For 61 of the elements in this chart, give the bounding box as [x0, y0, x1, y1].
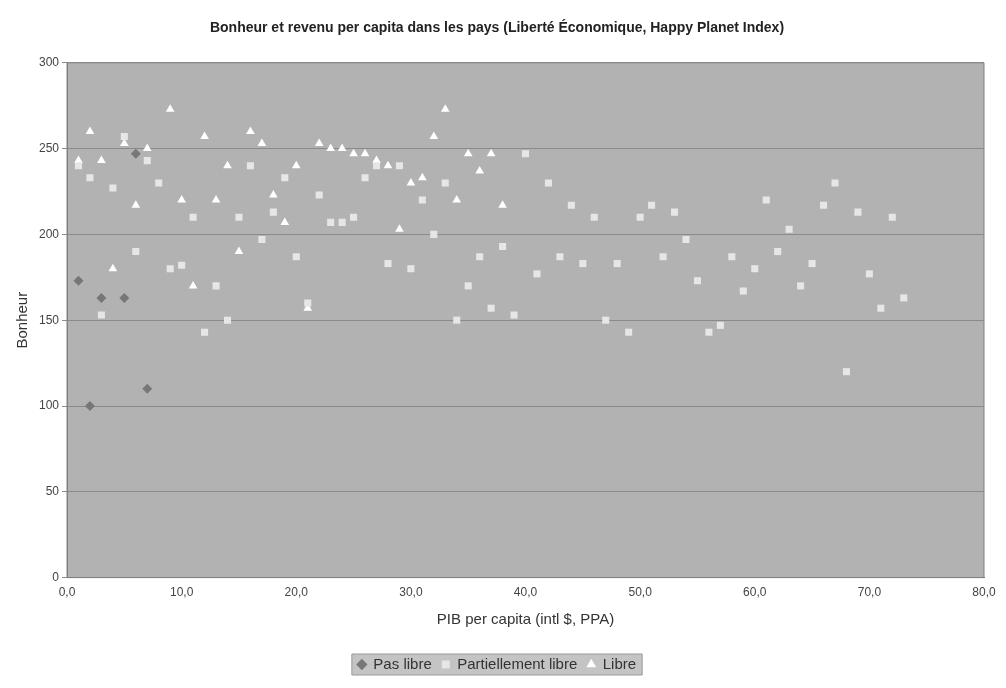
point [349, 148, 358, 157]
point [360, 148, 370, 157]
point [73, 275, 84, 286]
point [269, 189, 278, 198]
legend-label: Partiellement libre [457, 654, 578, 672]
chart-title: Bonheur et revenu per capita dans les pays (Liberté Économique, Happy Planet Index) [209, 19, 785, 36]
point [177, 195, 186, 203]
x-tick-label: 30,0 [399, 585, 423, 600]
point [337, 143, 347, 152]
y-axis-title: Bonheur [13, 291, 31, 349]
point [200, 131, 209, 140]
point [246, 126, 255, 134]
x-tick-label: 50,0 [628, 585, 653, 600]
x-tick-label: 40,0 [513, 585, 538, 600]
y-tick-label: 300 [38, 55, 60, 70]
point [142, 383, 153, 394]
point [314, 138, 324, 146]
point [188, 280, 198, 289]
y-tick-label: 200 [38, 226, 60, 241]
point [291, 160, 301, 169]
y-tick-label: 50 [45, 484, 60, 499]
legend-label: Pas libre [373, 654, 432, 672]
point [463, 148, 473, 157]
x-tick-label: 0,0 [58, 585, 76, 600]
point [452, 195, 462, 203]
point [440, 104, 450, 112]
point [257, 138, 267, 146]
point [475, 165, 484, 174]
point [406, 177, 416, 186]
point [97, 155, 106, 164]
point [395, 224, 404, 232]
point [326, 143, 335, 152]
point [130, 148, 141, 159]
point [234, 246, 244, 255]
point [211, 195, 221, 203]
point [486, 148, 496, 157]
x-axis-title: PIB per capita (intl $, PPA) [436, 610, 615, 628]
y-tick-label: 150 [38, 312, 60, 327]
point [165, 104, 175, 112]
point [429, 131, 439, 140]
point [223, 160, 232, 169]
point [85, 126, 95, 134]
point [142, 143, 152, 152]
x-tick-label: 70,0 [857, 585, 882, 600]
point [280, 217, 290, 225]
x-tick-label: 80,0 [972, 585, 996, 600]
point [84, 401, 95, 411]
y-tick-label: 250 [38, 140, 60, 155]
point [131, 200, 141, 208]
y-tick-label: 100 [38, 398, 60, 413]
point [418, 172, 427, 181]
point [119, 292, 130, 303]
y-tick-label: 0 [52, 569, 60, 584]
x-tick-label: 20,0 [284, 585, 309, 600]
point [498, 200, 507, 208]
point [383, 160, 393, 169]
point [96, 292, 107, 303]
point [108, 263, 118, 272]
legend-label: Libre [602, 654, 637, 672]
x-tick-label: 10,0 [169, 585, 194, 600]
x-tick-label: 60,0 [743, 585, 767, 600]
